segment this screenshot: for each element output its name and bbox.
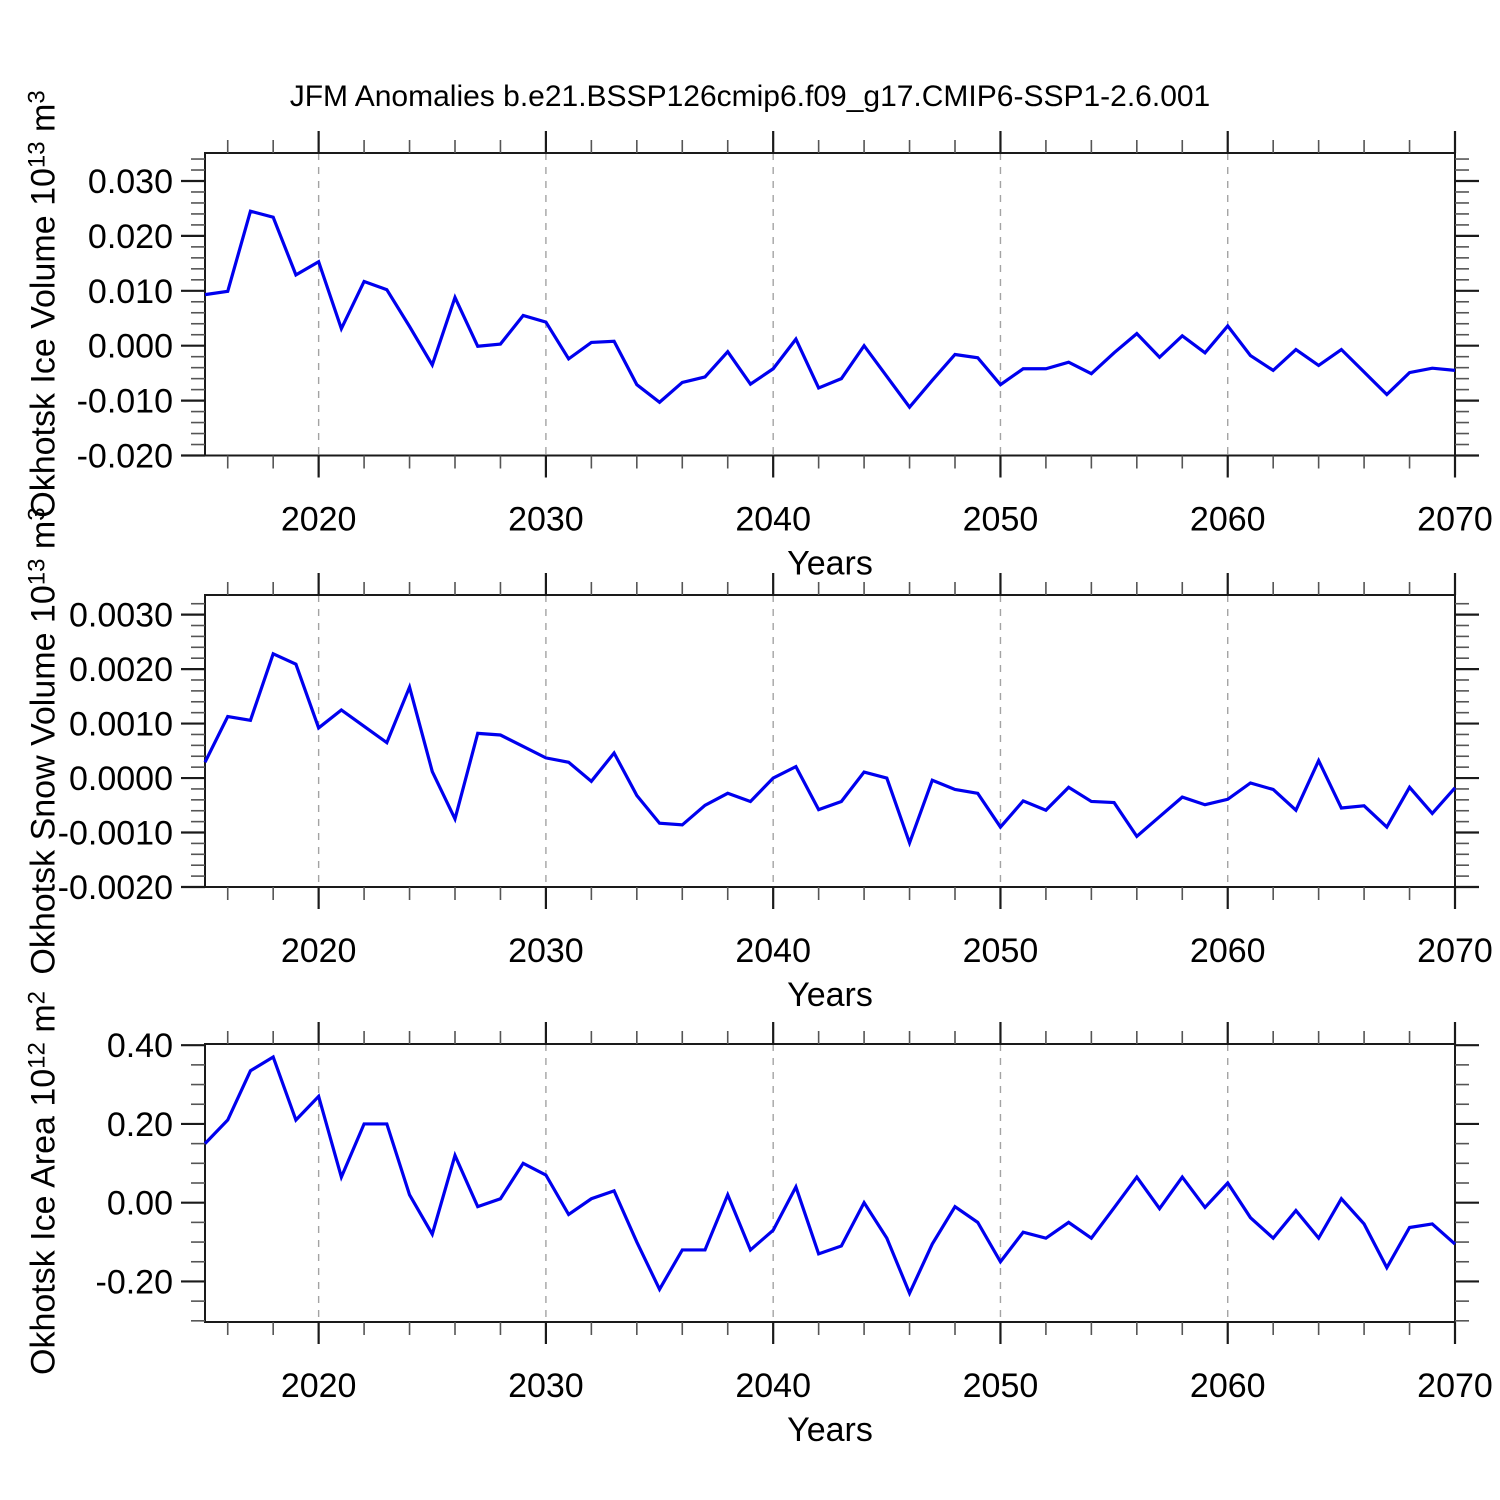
x-tick-label: 2040 (735, 501, 811, 539)
x-tick-label: 2030 (508, 1367, 584, 1405)
x-axis-title: Years (787, 545, 873, 583)
ylabel-ice-volume-unit: m (24, 103, 63, 142)
ylabel-ice-volume-unit-exponent: 3 (23, 90, 51, 104)
okhotsk-ice-volume-line (204, 209, 1456, 410)
chart-okhotsk-ice-area: 2020 2030 2040 2050 2060 2070 0.40 0.20 0.00 -0.2… (96, 1022, 1493, 1449)
ylabel-snow-volume-unit-exponent: 3 (23, 507, 51, 521)
y-tick-label: 0.0030 (69, 597, 173, 635)
y-tick-label: 0.0000 (69, 760, 173, 798)
ylabel-ice-area: Okhotsk Ice Area 1012 m2 (23, 990, 64, 1376)
plot-frame (204, 1043, 1456, 1323)
x-tick-label: 2050 (963, 501, 1039, 539)
chart-okhotsk-snow-volume: 2020 2030 2040 2050 2060 2070 0.0030 0.0020 0.00… (58, 573, 1493, 1014)
ylabel-snow-volume-exponent: 13 (23, 558, 51, 586)
y-tick-label: -0.20 (96, 1263, 174, 1301)
ylabel-ice-volume-text: Okhotsk Ice Volume 10 (24, 168, 63, 518)
ylabel-ice-area-exponent: 12 (23, 1042, 51, 1069)
x-tick-label: 2040 (735, 1367, 811, 1405)
plot-frame (204, 152, 1456, 457)
x-tick-label: 2020 (281, 932, 357, 970)
x-tick-label: 2060 (1190, 1367, 1266, 1405)
x-axis-title: Years (787, 1411, 873, 1449)
chart-okhotsk-ice-volume: 2020 2030 2040 2050 2060 2070 0.030 0.020 0.010 0… (77, 131, 1493, 583)
ylabel-ice-volume-exponent: 13 (23, 141, 51, 169)
x-tick-label: 2020 (281, 501, 357, 539)
figure-title: JFM Anomalies b.e21.BSSP126cmip6.f09_g17… (289, 80, 1211, 113)
y-tick-label: -0.010 (77, 383, 173, 421)
y-tick-label: -0.0010 (58, 815, 173, 853)
y-tick-label: 0.010 (88, 273, 173, 311)
okhotsk-ice-area-line (203, 1054, 1457, 1298)
x-tick-label: 2050 (963, 1367, 1039, 1405)
x-tick-label: 2040 (735, 932, 811, 970)
x-tick-label: 2060 (1190, 932, 1266, 970)
okhotsk-snow-volume-line (203, 651, 1457, 848)
ylabel-ice-area-text: Okhotsk Ice Area 10 (24, 1068, 63, 1376)
ylabel-ice-area-unit-exponent: 2 (23, 990, 51, 1005)
x-tick-label: 2070 (1417, 501, 1493, 539)
y-tick-label: 0.0010 (69, 706, 173, 744)
ylabel-ice-volume: Okhotsk Ice Volume 1013 m3 (23, 90, 64, 518)
y-tick-label: 0.00 (107, 1185, 173, 1223)
x-tick-label: 2050 (963, 932, 1039, 970)
ylabel-snow-volume-text: Okhotsk Snow Volume 10 (24, 585, 63, 975)
x-tick-label: 2020 (281, 1367, 357, 1405)
y-tick-label: 0.020 (88, 218, 173, 256)
x-tick-label: 2070 (1417, 1367, 1493, 1405)
ylabel-snow-volume: Okhotsk Snow Volume 1013 m3 (23, 507, 64, 975)
ylabel-snow-volume-unit: m (24, 520, 63, 559)
ylabel-ice-area-unit: m (24, 1004, 63, 1043)
y-tick-label: 0.030 (88, 163, 173, 201)
x-tick-label: 2030 (508, 501, 584, 539)
plot-frame (204, 594, 1456, 888)
y-tick-label: -0.0020 (58, 869, 173, 907)
x-tick-label: 2070 (1417, 932, 1493, 970)
x-tick-label: 2030 (508, 932, 584, 970)
x-tick-label: 2060 (1190, 501, 1266, 539)
x-axis-title: Years (787, 976, 873, 1014)
y-tick-label: 0.40 (107, 1027, 173, 1065)
y-tick-label: 0.20 (107, 1106, 173, 1144)
y-tick-label: 0.0020 (69, 651, 173, 689)
y-tick-label: -0.020 (77, 438, 173, 476)
y-tick-label: 0.000 (88, 328, 173, 366)
